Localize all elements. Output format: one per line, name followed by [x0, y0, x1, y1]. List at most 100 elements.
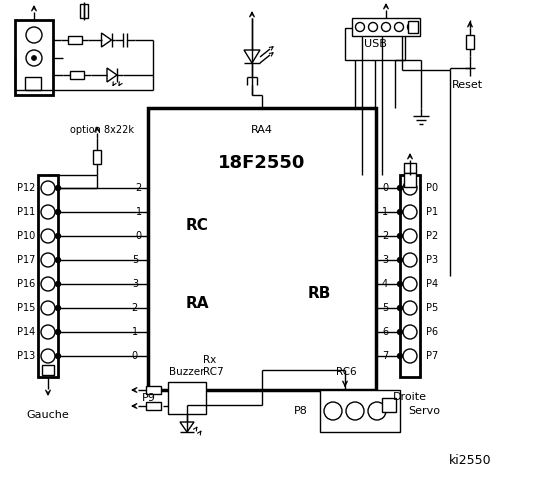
- Text: Reset: Reset: [452, 80, 483, 90]
- Bar: [148, 108, 376, 390]
- Bar: [345, 28, 405, 60]
- Circle shape: [26, 50, 42, 66]
- Text: 5: 5: [382, 303, 388, 313]
- Text: 3: 3: [382, 255, 388, 265]
- Text: 0: 0: [136, 231, 142, 241]
- Text: 5: 5: [132, 255, 138, 265]
- Text: P8: P8: [294, 406, 308, 416]
- Circle shape: [41, 229, 55, 243]
- Text: 4: 4: [382, 279, 388, 289]
- Circle shape: [41, 205, 55, 219]
- Bar: [38, 175, 58, 377]
- Circle shape: [55, 185, 60, 191]
- Bar: [146, 402, 161, 410]
- Text: option 8x22k: option 8x22k: [70, 125, 134, 135]
- Text: Rx: Rx: [203, 355, 216, 365]
- Circle shape: [398, 353, 403, 359]
- Circle shape: [324, 402, 342, 420]
- Circle shape: [403, 349, 417, 363]
- Circle shape: [368, 23, 378, 32]
- Circle shape: [55, 257, 60, 263]
- Circle shape: [32, 56, 36, 60]
- Text: 2: 2: [382, 231, 388, 241]
- Text: RC6: RC6: [336, 367, 357, 377]
- Text: Servo: Servo: [408, 406, 440, 416]
- Bar: [80, 4, 88, 18]
- Circle shape: [403, 253, 417, 267]
- Circle shape: [398, 281, 403, 287]
- Circle shape: [55, 353, 60, 359]
- Text: RB: RB: [307, 286, 331, 300]
- Circle shape: [403, 181, 417, 195]
- Circle shape: [398, 329, 403, 335]
- Circle shape: [55, 209, 60, 215]
- Text: 2: 2: [132, 303, 138, 313]
- Bar: [15, 20, 53, 95]
- Circle shape: [382, 23, 390, 32]
- Circle shape: [41, 325, 55, 339]
- Circle shape: [41, 349, 55, 363]
- Text: P9: P9: [142, 393, 156, 403]
- Circle shape: [55, 281, 60, 287]
- Text: 0: 0: [382, 183, 388, 193]
- Circle shape: [41, 181, 55, 195]
- Bar: [408, 21, 418, 33]
- Circle shape: [403, 325, 417, 339]
- Text: P16: P16: [17, 279, 35, 289]
- Text: 18F2550: 18F2550: [218, 154, 306, 172]
- Text: 1: 1: [132, 327, 138, 337]
- Text: P6: P6: [426, 327, 438, 337]
- Circle shape: [55, 233, 60, 239]
- Circle shape: [41, 301, 55, 315]
- Text: 6: 6: [382, 327, 388, 337]
- Text: P11: P11: [17, 207, 35, 217]
- Bar: [146, 386, 161, 394]
- Text: 1: 1: [136, 207, 142, 217]
- Text: P0: P0: [426, 183, 438, 193]
- Bar: [70, 71, 84, 79]
- Circle shape: [403, 205, 417, 219]
- Circle shape: [403, 229, 417, 243]
- Text: 1: 1: [382, 207, 388, 217]
- Text: Buzzer: Buzzer: [169, 367, 205, 377]
- Circle shape: [403, 277, 417, 291]
- Text: RC7: RC7: [203, 367, 223, 377]
- Bar: [67, 36, 81, 44]
- Bar: [404, 173, 416, 187]
- Text: P2: P2: [426, 231, 438, 241]
- Circle shape: [398, 185, 403, 191]
- Circle shape: [55, 329, 60, 335]
- Text: P1: P1: [426, 207, 438, 217]
- Circle shape: [55, 305, 60, 311]
- Text: P3: P3: [426, 255, 438, 265]
- Bar: [320, 390, 400, 432]
- Text: Gauche: Gauche: [27, 410, 69, 420]
- Text: Droite: Droite: [393, 392, 427, 402]
- Bar: [382, 398, 396, 412]
- Circle shape: [408, 23, 416, 32]
- Circle shape: [394, 23, 404, 32]
- Bar: [400, 175, 420, 377]
- Text: P7: P7: [426, 351, 438, 361]
- Circle shape: [398, 257, 403, 263]
- Text: P4: P4: [426, 279, 438, 289]
- Text: 2: 2: [135, 183, 142, 193]
- Text: 3: 3: [132, 279, 138, 289]
- Text: P15: P15: [17, 303, 35, 313]
- Text: RA: RA: [186, 296, 210, 311]
- Bar: [25, 77, 41, 90]
- Bar: [168, 382, 206, 414]
- Bar: [404, 163, 416, 173]
- Bar: [466, 35, 474, 49]
- Circle shape: [26, 27, 42, 43]
- Text: P10: P10: [17, 231, 35, 241]
- Bar: [42, 365, 54, 375]
- Text: 7: 7: [382, 351, 388, 361]
- Text: RA4: RA4: [251, 125, 273, 135]
- Circle shape: [403, 301, 417, 315]
- Text: USB: USB: [363, 39, 387, 49]
- Circle shape: [398, 233, 403, 239]
- Circle shape: [368, 402, 386, 420]
- Circle shape: [398, 305, 403, 311]
- Text: P17: P17: [17, 255, 35, 265]
